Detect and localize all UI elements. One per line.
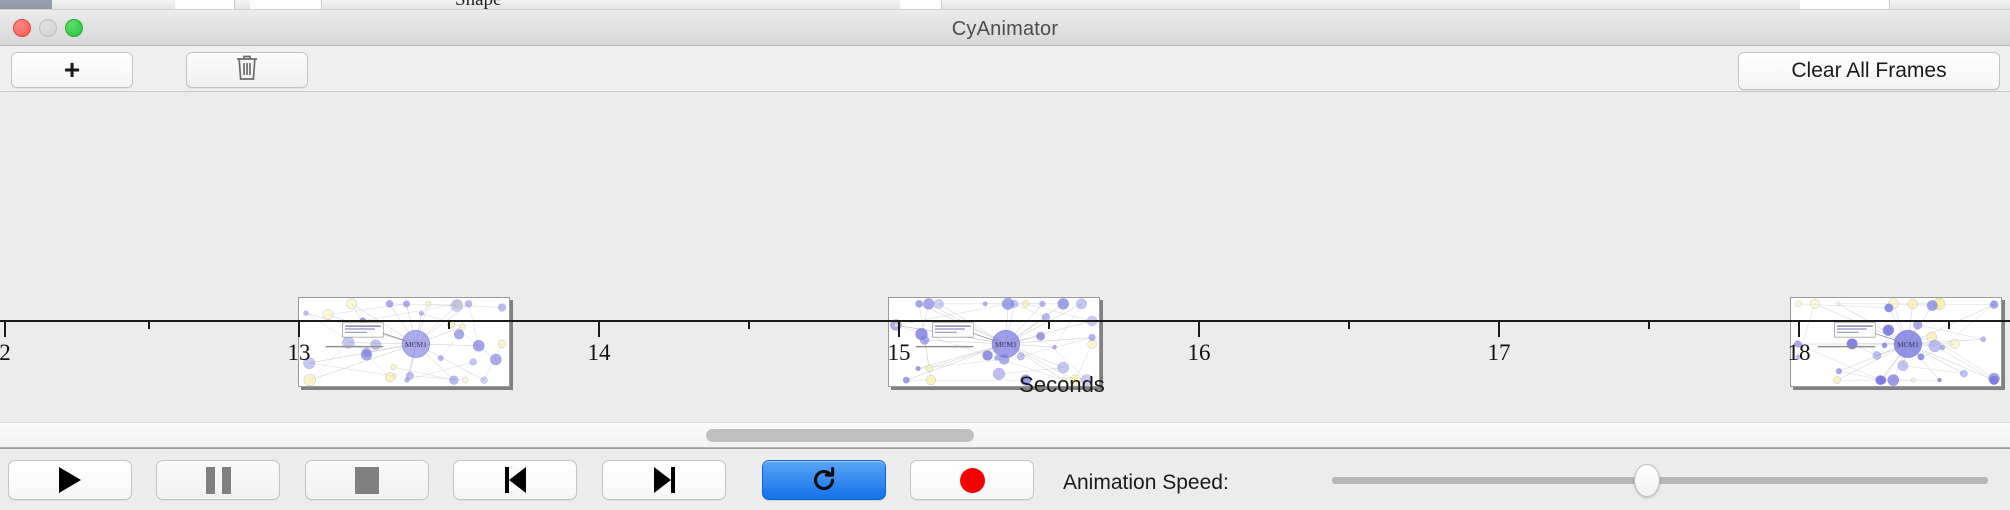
ruler-tick-minor xyxy=(748,320,750,329)
skip-next-icon xyxy=(653,467,675,493)
svg-text:MCM1: MCM1 xyxy=(405,340,427,349)
axis-title-label: Seconds xyxy=(1019,372,1105,397)
slider-thumb[interactable] xyxy=(1633,464,1660,497)
trash-icon xyxy=(235,54,259,87)
window-title: CyAnimator xyxy=(951,18,1059,40)
animation-speed-label: Animation Speed: xyxy=(1063,471,1229,494)
playback-control-bar: Animation Speed: xyxy=(0,448,2010,510)
background-chip xyxy=(175,0,235,9)
loop-refresh-icon xyxy=(809,465,839,495)
background-window-strip: Shape xyxy=(0,0,2010,10)
ruler-tick-label: 14 xyxy=(587,340,611,365)
delete-frame-button[interactable] xyxy=(186,52,308,88)
ruler-tick-label: 18 xyxy=(1787,340,1811,365)
frame-thumbnail[interactable]: MCM1 xyxy=(1790,297,2002,387)
title-bar: CyAnimator xyxy=(0,10,2010,46)
ruler-tick-label: 13 xyxy=(287,340,311,365)
timeline-ruler: 2 13 14 15 16 17 18 xyxy=(0,320,2010,365)
minimize-button[interactable] xyxy=(39,19,57,37)
stop-button[interactable] xyxy=(305,460,429,500)
pause-button[interactable] xyxy=(156,460,280,500)
ruler-tick-label: 16 xyxy=(1187,340,1211,365)
window-controls xyxy=(13,19,83,37)
play-button[interactable] xyxy=(8,460,132,500)
previous-frame-button[interactable] xyxy=(453,460,577,500)
cyanimator-window: CyAnimator + Clear All Frames MCM1 MCM1 … xyxy=(0,10,2010,510)
background-chip xyxy=(250,0,322,9)
stop-icon xyxy=(355,466,379,494)
ruler-tick-major xyxy=(1798,320,1800,337)
slider-track[interactable] xyxy=(1332,477,1988,484)
horizontal-scrollbar[interactable] xyxy=(0,422,2010,448)
ruler-tick-minor xyxy=(1648,320,1650,329)
ruler-tick-label: 2 xyxy=(0,340,11,365)
animation-speed-slider[interactable] xyxy=(1332,464,1988,497)
frame-thumbnail[interactable]: MCM1 xyxy=(298,297,510,387)
ruler-tick-label: 15 xyxy=(887,340,911,365)
loop-button[interactable] xyxy=(762,460,886,500)
ruler-tick-major xyxy=(298,320,300,337)
add-frame-button[interactable]: + xyxy=(11,52,133,88)
background-chip xyxy=(1800,0,1890,9)
svg-text:MCM1: MCM1 xyxy=(1897,340,1919,349)
background-window-titlebar xyxy=(0,0,52,9)
record-icon xyxy=(959,467,985,493)
ruler-tick-major xyxy=(598,320,600,337)
next-frame-button[interactable] xyxy=(602,460,726,500)
frame-thumbnail[interactable]: MCM1 xyxy=(888,297,1100,387)
ruler-tick-major xyxy=(1198,320,1200,337)
background-window-label: Shape xyxy=(455,0,501,9)
ruler-tick-major xyxy=(4,320,6,337)
play-icon xyxy=(59,467,81,493)
close-button[interactable] xyxy=(13,19,31,37)
ruler-tick-major xyxy=(898,320,900,337)
pause-icon xyxy=(205,466,231,494)
ruler-tick-minor xyxy=(148,320,150,329)
axis-title: Seconds xyxy=(0,372,2010,398)
clear-all-frames-button[interactable]: Clear All Frames xyxy=(1738,52,2000,90)
ruler-tick-minor xyxy=(1348,320,1350,329)
record-button[interactable] xyxy=(910,460,1034,500)
skip-previous-icon xyxy=(504,467,526,493)
ruler-tick-minor xyxy=(1948,320,1950,329)
svg-text:MCM1: MCM1 xyxy=(995,340,1017,349)
ruler-tick-minor xyxy=(448,320,450,329)
ruler-tick-minor xyxy=(1048,320,1050,329)
ruler-tick-major xyxy=(1498,320,1500,337)
zoom-button[interactable] xyxy=(65,19,83,37)
timeline-panel[interactable]: MCM1 MCM1 MCM1 2 13 14 15 16 17 18 Seconds xyxy=(0,92,2010,448)
toolbar: + Clear All Frames xyxy=(0,46,2010,92)
ruler-axis-line xyxy=(0,320,2010,322)
scrollbar-thumb[interactable] xyxy=(706,429,974,442)
clear-all-frames-label: Clear All Frames xyxy=(1791,59,1947,82)
plus-icon: + xyxy=(63,54,81,85)
ruler-tick-label: 17 xyxy=(1487,340,1511,365)
background-chip xyxy=(900,0,942,9)
